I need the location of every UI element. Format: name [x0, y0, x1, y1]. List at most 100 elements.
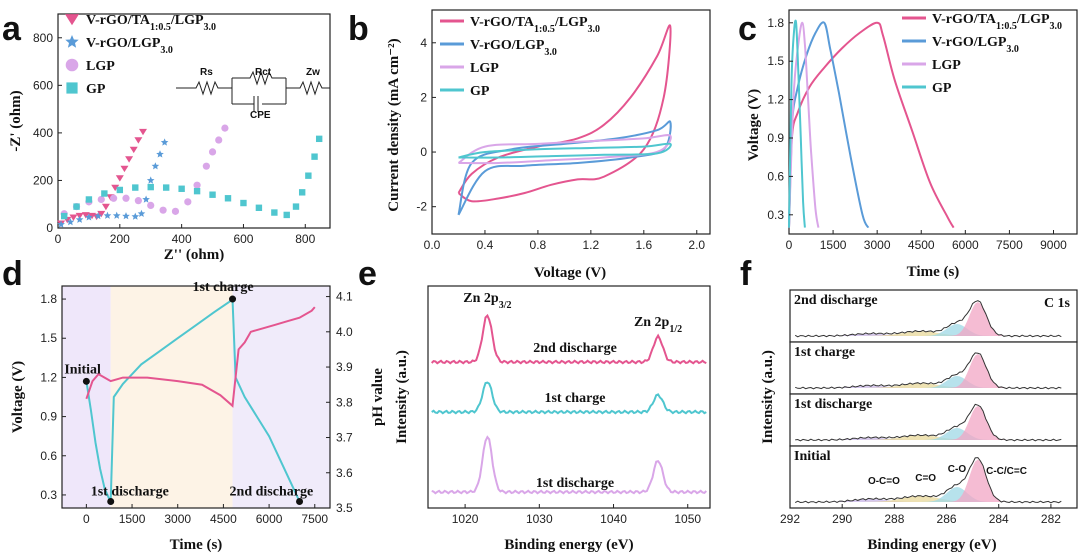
panel-d-ytick-label: 1.5: [40, 331, 57, 345]
panel-a-point: [120, 165, 129, 173]
panel-d-xtick-label: 7500: [301, 512, 328, 526]
panel-a-xtick-label: 800: [295, 232, 315, 246]
panel-e-ylabel: Intensity (a.u.): [394, 350, 410, 444]
panel-f: f 2nd discharge 1st charge 1st discharge In…: [740, 255, 1078, 553]
panel-f-component-label: C-C/C=C: [986, 466, 1027, 477]
panel-d-right-ytick-label: 3.5: [336, 501, 353, 515]
panel-e-letter: e: [358, 255, 377, 293]
panel-f-component-fill: [803, 435, 1051, 440]
panel-a-ytick-label: 600: [33, 78, 53, 92]
panel-a-point: [193, 187, 201, 195]
panel-a-point: [240, 199, 247, 207]
panel-d-xtick-label: 0: [83, 512, 90, 526]
panel-f-subplot-label: 1st discharge: [794, 397, 872, 412]
panel-a-point: [209, 191, 216, 198]
panel-d-annotation-label: 1st discharge: [91, 484, 169, 499]
panel-c-ytick-label: 0.3: [767, 208, 784, 222]
panel-c-frame: [788, 9, 1078, 235]
panel-a-point: [162, 184, 170, 191]
panel-a-point: [111, 184, 120, 192]
panel-e-xtick-label: 1030: [526, 512, 553, 526]
panel-a-legend-label: V-rGO/TA1:0.5/LGP3.0: [86, 13, 216, 33]
panel-a-point: [224, 195, 232, 202]
panel-d-xlabel: Time (s): [170, 537, 223, 553]
panel-f-subplot-label: 2nd discharge: [794, 293, 878, 308]
panel-f-component-fill: [803, 331, 1051, 336]
panel-d-right-ytick-label: 4.0: [336, 325, 353, 339]
panel-e-series-label: 1st charge: [544, 391, 605, 406]
panel-a-legend-marker: [65, 58, 79, 72]
panel-f-xtick-label: 286: [937, 512, 957, 526]
panel-b-xtick-label: 2.0: [688, 238, 705, 252]
panel-a-point: [292, 203, 300, 210]
panel-b-xtick-label: 0.8: [530, 238, 547, 252]
panel-a-ytick-label: 200: [33, 173, 53, 187]
panel-f-component-fill: [803, 383, 1051, 388]
panel-a-point: [137, 209, 146, 217]
panel-a-point: [132, 184, 139, 191]
panel-b-series-2: [457, 134, 672, 165]
panel-a-point: [122, 194, 130, 202]
panel-e-series-label: 2nd discharge: [533, 341, 617, 356]
panel-c-xtick-label: 7500: [996, 238, 1023, 252]
panel-f-envelope: [794, 300, 1062, 338]
panel-a-point: [283, 211, 290, 219]
panel-b-xtick-label: 1.2: [583, 238, 600, 252]
panel-d-ylabel: Voltage (V): [10, 361, 26, 433]
panel-a-point: [57, 220, 65, 228]
panel-d-y2label: pH value: [370, 368, 386, 426]
panel-a-point: [73, 203, 80, 210]
panel-b-xtick-label: 0.4: [477, 238, 494, 252]
panel-a-point: [103, 211, 112, 219]
panel-a-point: [125, 156, 134, 163]
panel-a-ytick-label: 800: [33, 31, 53, 45]
panel-c-series-2: [788, 21, 820, 228]
panel-f-envelope: [795, 352, 1062, 390]
panel-e-xtick-label: 1020: [452, 512, 479, 526]
panel-f-xtick-label: 284: [989, 512, 1009, 526]
panel-a-point: [151, 162, 160, 170]
panel-a-point: [134, 197, 142, 205]
panel-b: b 0.0 0.4 0.8 1.2 1.6 2.0 -2 0 2 4 Voltage (V) Cu…: [348, 9, 711, 281]
panel-e: e 2nd discharge 1st charge 1st discharge Zn…: [358, 255, 711, 553]
panel-f-component-label: C-O: [948, 464, 967, 475]
panel-d: d 0 1500 3000 4500 6000 7500 0.3 0.6 0.9 1.2 1.5 1.…: [2, 255, 386, 553]
panel-d-annotation-dot: [107, 497, 115, 505]
panel-a-point: [142, 195, 150, 203]
panel-a-point: [101, 190, 108, 197]
panel-d-xtick-label: 6000: [256, 512, 283, 526]
panel-a-ylabel: -Z' (ohm): [8, 90, 24, 151]
panel-c: c 0 1500 3000 4500 6000 7500 9000 0.3 0.6 0.9 1.2 1…: [738, 9, 1078, 280]
panel-a-legend-item-1: V-rGO/LGP3.0: [65, 35, 173, 56]
panel-a-point: [60, 212, 68, 220]
panel-a-point: [116, 186, 124, 194]
panel-d-xtick-label: 3000: [164, 512, 191, 526]
panel-a-xtick-label: 0: [55, 232, 62, 246]
panel-c-legend-label: GP: [932, 81, 952, 96]
panel-f-subplot-label: Initial: [794, 449, 831, 464]
panel-f-component-label: C=O: [915, 473, 936, 484]
panel-f-subplot-3: Initial: [789, 445, 1078, 509]
panel-b-ytick-label: 4: [420, 36, 427, 50]
panel-a-xtick-label: 600: [233, 232, 253, 246]
panel-e-series-0: [430, 313, 707, 365]
panel-f-component-fill: [803, 354, 1051, 388]
panel-a-point: [208, 148, 217, 156]
panel-c-series-3: [788, 19, 806, 228]
panel-c-series-0: [788, 21, 955, 229]
panel-a-point: [146, 176, 155, 184]
panel-e-xtick-label: 1050: [674, 512, 701, 526]
panel-c-xtick-label: 0: [786, 238, 793, 252]
panel-f-subplot-label: 1st charge: [794, 345, 855, 360]
panel-a-point: [101, 203, 110, 211]
panel-c-legend-label: V-rGO/LGP3.0: [932, 35, 1019, 55]
panel-c-ytick-label: 1.2: [767, 93, 784, 107]
circuit-rs-label: Rs: [200, 67, 213, 78]
panel-b-legend-item-0: V-rGO/TA1:0.5/LGP3.0: [440, 15, 600, 35]
panel-a-series-2: [60, 124, 229, 218]
panel-d-band-1: [110, 286, 233, 508]
panel-d-right-ytick-label: 3.9: [336, 360, 353, 374]
panel-b-xtick-label: 0.0: [424, 238, 441, 252]
panel-f-subplot-2: 1st discharge: [789, 393, 1078, 447]
panel-d-annotation-dot: [296, 497, 304, 505]
